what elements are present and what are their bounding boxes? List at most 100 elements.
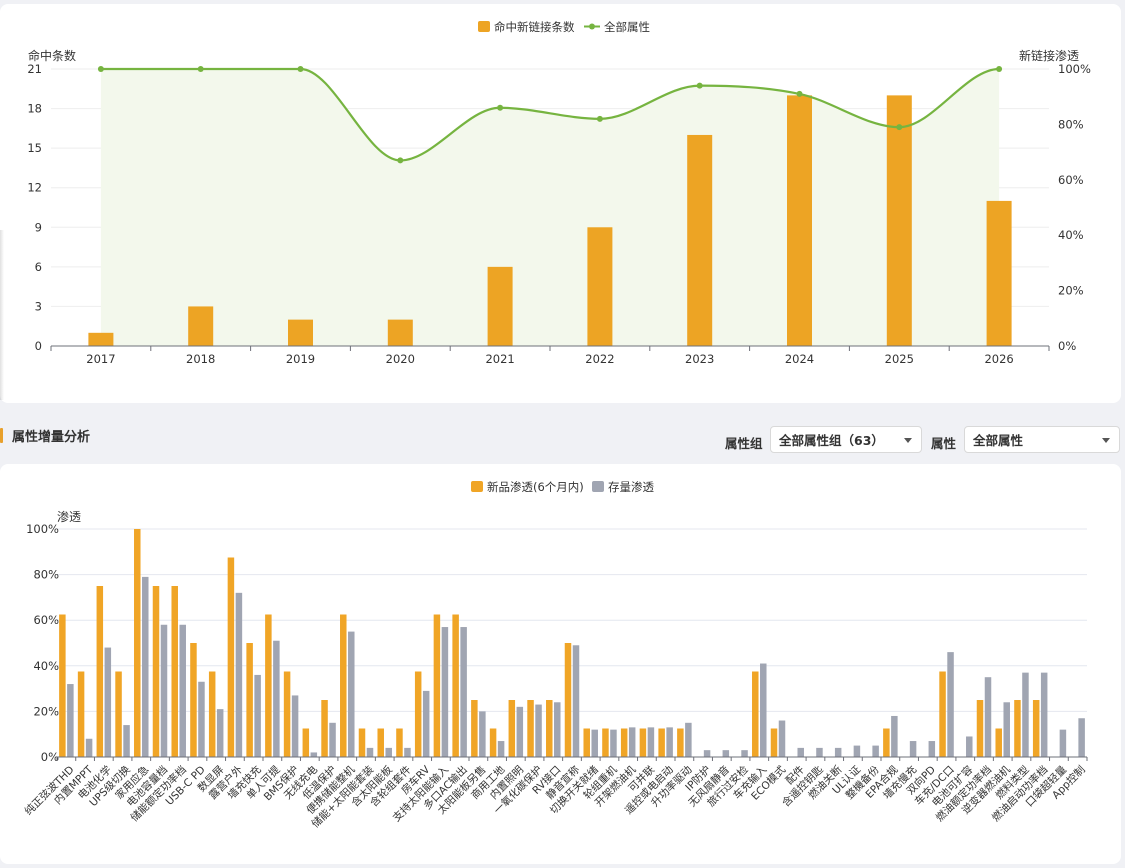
bar-new: [115, 671, 122, 757]
bar-new: [283, 671, 291, 757]
y-right-tick-label: 20%: [1058, 284, 1084, 298]
y-left-tick-label: 15: [27, 141, 42, 155]
bar-stock: [722, 750, 730, 757]
bar-new: [976, 700, 984, 757]
bar-new: [583, 728, 590, 757]
bar-new: [471, 700, 478, 757]
y-left-tick-label: 18: [27, 102, 42, 116]
bar-hits: [986, 200, 1012, 346]
y-right-axis-title: 新链接渗透: [1019, 48, 1079, 63]
bar-new: [602, 728, 609, 757]
bar-stock: [235, 592, 243, 757]
bar-stock: [1040, 672, 1048, 757]
y-tick-label: 80%: [33, 568, 59, 582]
bar-new: [452, 614, 459, 757]
bar-new: [358, 728, 366, 757]
bar-stock: [160, 624, 168, 757]
bar-hits: [687, 134, 713, 346]
bar-new: [1032, 700, 1040, 757]
bar-new: [302, 728, 310, 757]
y-left-tick-label: 12: [27, 181, 42, 195]
bar-new: [677, 728, 684, 757]
bar-stock: [554, 702, 561, 757]
legend-bar-label: 命中新链接条数: [494, 20, 575, 34]
y-left-tick-label: 3: [35, 299, 42, 313]
line-point: [397, 157, 404, 164]
attribute-select[interactable]: 全部属性: [964, 426, 1120, 453]
bar-stock: [966, 736, 973, 757]
section-title: 属性增量分析: [12, 429, 91, 445]
bar-stock: [273, 640, 280, 757]
x-tick-label: 2026: [984, 352, 1013, 366]
legend: 新品渗透(6个月内) 存量渗透: [471, 480, 654, 494]
attribute-group-select[interactable]: 全部属性组（63）: [770, 426, 922, 453]
bar-stock: [441, 627, 449, 757]
attribute-value: 全部属性: [973, 433, 1024, 448]
bar-new: [134, 529, 141, 757]
y-right-tick-label: 60%: [1058, 173, 1084, 187]
line-point: [497, 104, 504, 111]
bar-stock: [928, 741, 936, 757]
bar-hits: [288, 319, 313, 346]
bar-new: [246, 643, 253, 757]
legend-new-label: 新品渗透(6个月内): [487, 480, 584, 494]
bar-stock: [947, 652, 954, 757]
bar-new: [639, 728, 647, 757]
bar-hits: [88, 332, 114, 346]
bar-stock: [123, 725, 130, 757]
left-edge-shadow: [0, 230, 4, 400]
line-point: [596, 115, 603, 122]
line-point: [996, 66, 1003, 72]
bar-stock: [497, 741, 505, 757]
y-right-tick-label: 100%: [1058, 62, 1091, 76]
bar-stock: [85, 738, 93, 757]
attribute-group-value: 全部属性组（63）: [779, 433, 884, 448]
bar-stock: [647, 727, 655, 757]
y-left-tick-label: 9: [35, 220, 42, 234]
y-axis-title: 渗透: [57, 509, 81, 524]
line-all-attributes: [100, 67, 1000, 162]
bar-stock: [909, 741, 917, 757]
bar-new: [658, 728, 665, 757]
chevron-down-icon: [904, 438, 912, 443]
bar-new: [340, 614, 347, 757]
bar-new: [620, 728, 628, 757]
bar-new: [527, 700, 534, 757]
bar-new: [321, 700, 328, 757]
bar-stock: [685, 722, 692, 757]
bar-new: [190, 643, 197, 757]
bar-hits: [587, 227, 613, 346]
y-left-tick-label: 0: [35, 339, 42, 353]
bar-stock: [872, 745, 879, 757]
y-tick-label: 40%: [33, 659, 59, 673]
bar-stock: [404, 747, 411, 757]
penetration-chart: 新品渗透(6个月内) 存量渗透渗透0%20%40%60%80%100%纯正弦波TH…: [22, 480, 1088, 830]
bar-new: [77, 671, 85, 757]
attribute-group-label: 属性组: [725, 436, 763, 451]
bar-stock: [1022, 672, 1029, 757]
bar-new: [1014, 700, 1021, 757]
y-left-tick-label: 6: [35, 260, 42, 274]
y-left-tick-label: 21: [27, 62, 42, 76]
bar-stock: [254, 674, 261, 757]
bar-stock: [666, 727, 673, 757]
line-point: [297, 66, 304, 72]
bar-new: [208, 671, 216, 757]
bar-stock: [460, 627, 467, 757]
y-right-tick-label: 80%: [1058, 117, 1084, 131]
bar-new: [414, 671, 422, 757]
x-tick-label: 2023: [685, 352, 714, 366]
top-chart-card: 命中新链接条数 全部属性 命中条数 新链接渗透 0 3 6 9 12 15 18 21 0% 20% 40%…: [0, 4, 1121, 403]
x-tick-label: 2024: [785, 352, 814, 366]
x-tick-label: 2017: [86, 352, 115, 366]
bar-new: [939, 671, 946, 757]
bar-stock: [1003, 702, 1010, 757]
legend-stock-swatch: [592, 481, 604, 492]
bar-hits: [387, 319, 413, 346]
bottom-chart-card: 新品渗透(6个月内) 存量渗透 渗透 0% 20% 40% 60% 80% 100% 纯正弦波TH…: [0, 464, 1121, 864]
bar-stock: [610, 729, 617, 757]
bar-stock: [628, 727, 636, 757]
bar-stock: [216, 709, 224, 757]
bar-stock: [778, 720, 786, 757]
bar-stock: [348, 631, 355, 757]
